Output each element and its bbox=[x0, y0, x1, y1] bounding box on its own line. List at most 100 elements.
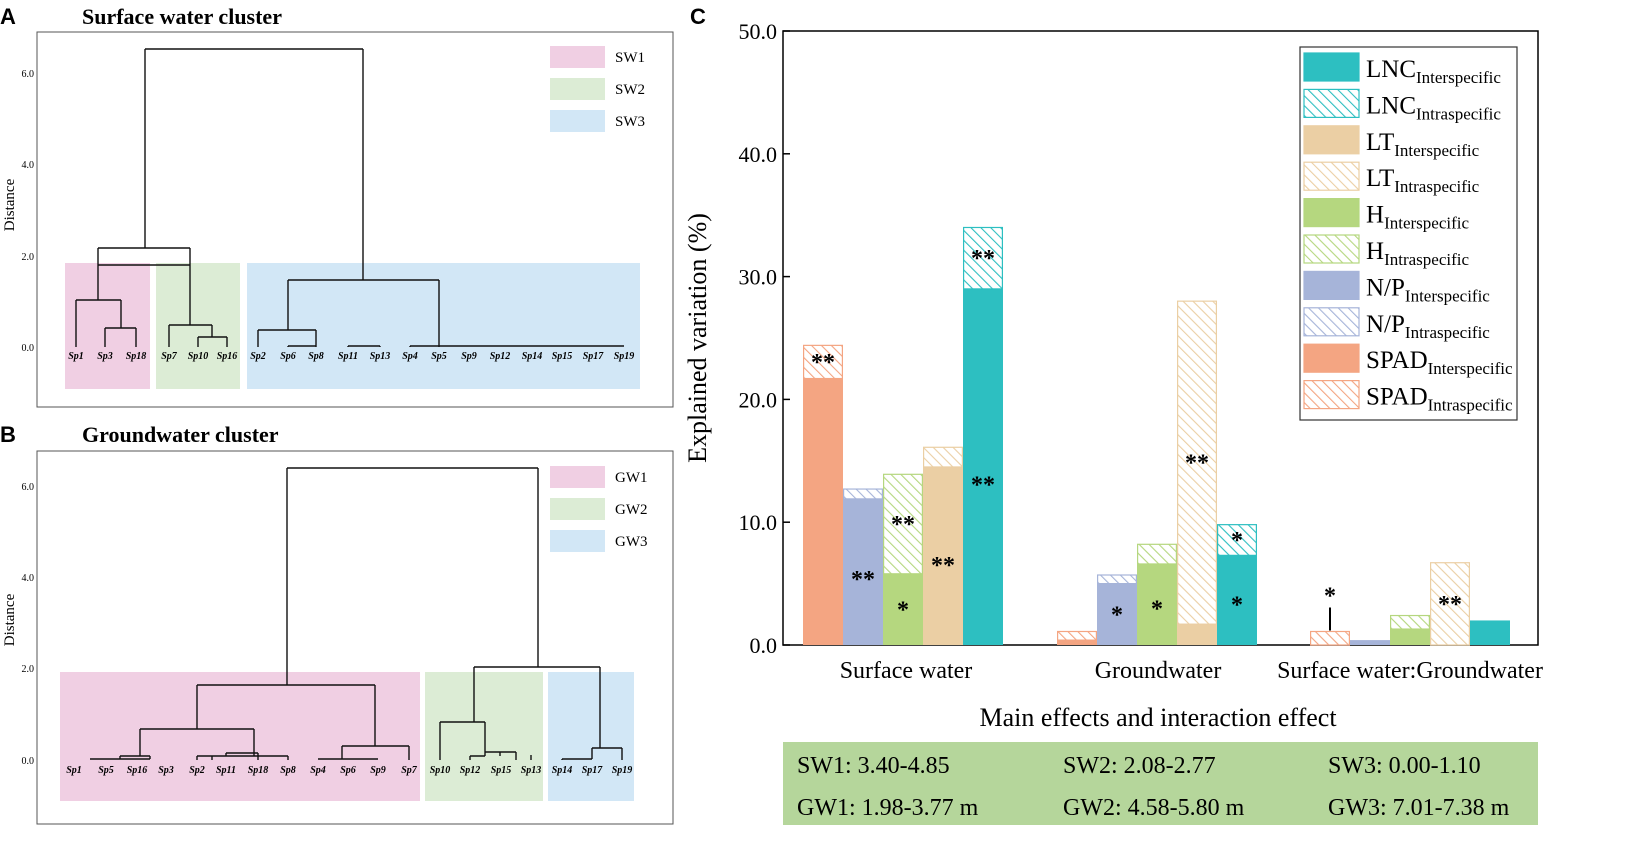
leaf-label: Sp8 bbox=[280, 765, 296, 776]
legend-base: SPAD bbox=[1366, 384, 1428, 411]
bar-interspecific bbox=[923, 466, 963, 645]
x-axis-title: Main effects and interaction effect bbox=[979, 703, 1337, 732]
leaf-label: Sp6 bbox=[280, 351, 296, 362]
significance-label: * bbox=[1231, 528, 1243, 554]
legend-label: SW1 bbox=[615, 50, 645, 66]
legend-swatch bbox=[1303, 198, 1360, 228]
leaf-label: Sp18 bbox=[126, 351, 147, 362]
legend-subscript: Intraspecific bbox=[1416, 104, 1501, 123]
panel-c-letter: C bbox=[690, 4, 706, 29]
significance-label: ** bbox=[811, 350, 835, 376]
legend-entry: HInterspecific bbox=[1366, 202, 1469, 233]
leaf-label: Sp6 bbox=[340, 765, 356, 776]
panel-b-letter: B bbox=[0, 422, 16, 447]
legend-base: H bbox=[1366, 202, 1384, 229]
leaf-label: Sp18 bbox=[248, 765, 269, 776]
legend-swatch bbox=[1303, 307, 1360, 337]
leaf-label: Sp14 bbox=[522, 351, 543, 362]
legend-base: H bbox=[1366, 238, 1384, 265]
dendrogram-branches bbox=[90, 467, 623, 760]
leaf-label: Sp1 bbox=[66, 765, 82, 776]
legend-subscript: Interspecific bbox=[1428, 359, 1513, 378]
leaf-label: Sp14 bbox=[552, 765, 573, 776]
x-category-label: Surface water:Groundwater bbox=[1277, 658, 1543, 684]
legend-label: GW3 bbox=[615, 534, 648, 550]
leaf-label: Sp16 bbox=[127, 765, 148, 776]
leaf-label: Sp17 bbox=[583, 351, 605, 362]
bar-intraspecific bbox=[1056, 630, 1097, 641]
significance-label: * bbox=[1324, 583, 1336, 609]
legend-label: SW3 bbox=[615, 114, 645, 130]
cluster-region-1 bbox=[65, 263, 150, 389]
bar-intraspecific bbox=[882, 473, 923, 575]
legend-entry: LNCInterspecific bbox=[1366, 56, 1501, 87]
significance-label: ** bbox=[931, 553, 955, 579]
bar-interspecific bbox=[1137, 563, 1177, 645]
legend-label: GW1 bbox=[615, 470, 648, 486]
bar-intraspecific bbox=[1176, 300, 1217, 625]
legend-entry: HIntraspecific bbox=[1366, 238, 1469, 269]
leaf-label: Sp11 bbox=[216, 765, 236, 776]
y-tick-label: 6.0 bbox=[22, 69, 35, 80]
leaf-label: Sp12 bbox=[460, 765, 481, 776]
legend-subscript: Interspecific bbox=[1384, 214, 1469, 233]
bar-intraspecific bbox=[1389, 614, 1430, 630]
range-cell: SW3: 0.00-1.10 bbox=[1328, 753, 1481, 779]
legend-subscript: Intraspecific bbox=[1384, 250, 1469, 269]
y-tick-label: 50.0 bbox=[739, 19, 778, 44]
dendrogram-frame bbox=[36, 31, 674, 408]
legend-subscript: Intraspecific bbox=[1405, 323, 1490, 342]
ground-dendrogram: Distance 6.0 4.0 2.0 0.0 Sp1 Sp5 Sp16 Sp3 Sp2 Sp11… bbox=[2, 450, 674, 825]
bar-intraspecific bbox=[922, 446, 963, 468]
y-tick-label: 10.0 bbox=[739, 510, 778, 535]
leaf-label: Sp2 bbox=[250, 351, 266, 362]
dendrogram-branches bbox=[75, 48, 624, 347]
legend-swatch-3 bbox=[550, 110, 605, 132]
leaf-label: Sp1 bbox=[68, 351, 84, 362]
legend-swatch bbox=[1303, 234, 1360, 264]
bar-intraspecific bbox=[1136, 543, 1177, 565]
legend-base: SPAD bbox=[1366, 347, 1428, 374]
bar-intraspecific bbox=[842, 488, 883, 500]
legend-swatch bbox=[1303, 343, 1360, 373]
cluster-region-2 bbox=[425, 672, 543, 801]
bar-interspecific bbox=[803, 378, 843, 645]
leaf-label: Sp17 bbox=[582, 765, 604, 776]
legend-entry: SPADInterspecific bbox=[1366, 347, 1513, 378]
legend-subscript: Intraspecific bbox=[1394, 177, 1479, 196]
x-category-label: Groundwater bbox=[1095, 658, 1222, 684]
bar-intraspecific bbox=[1096, 574, 1137, 585]
leaf-label: Sp7 bbox=[401, 765, 418, 776]
y-tick-label: 0.0 bbox=[750, 633, 778, 658]
legend-swatch-1 bbox=[550, 466, 605, 488]
legend-entry: N/PIntraspecific bbox=[1366, 311, 1490, 342]
legend-entry: SPADIntraspecific bbox=[1366, 384, 1513, 415]
significance-label: ** bbox=[851, 567, 875, 593]
bar-interspecific bbox=[1390, 629, 1430, 645]
y-tick-label: 40.0 bbox=[739, 142, 778, 167]
y-tick-label: 2.0 bbox=[22, 664, 35, 675]
bar-interspecific bbox=[1217, 555, 1257, 645]
bar-interspecific bbox=[1057, 640, 1097, 645]
bar-intraspecific bbox=[962, 226, 1003, 290]
significance-label: * bbox=[1151, 597, 1163, 623]
bar-chart: 0.0 10.0 20.0 30.0 40.0 50.0 Explained variati… bbox=[683, 19, 1543, 732]
panel-b-title: Groundwater cluster bbox=[82, 422, 279, 447]
legend-base: LT bbox=[1366, 165, 1394, 192]
leaf-label: Sp19 bbox=[612, 765, 633, 776]
legend-base: LNC bbox=[1366, 92, 1416, 119]
leaf-label: Sp15 bbox=[552, 351, 573, 362]
legend-swatch bbox=[1303, 380, 1360, 410]
y-axis-title: Explained variation (%) bbox=[683, 213, 712, 463]
legend-subscript: Interspecific bbox=[1416, 68, 1501, 87]
y-tick-label: 2.0 bbox=[22, 252, 35, 263]
leaf-label: Sp8 bbox=[308, 351, 324, 362]
cluster-region-2 bbox=[156, 263, 240, 389]
leaf-label: Sp4 bbox=[310, 765, 326, 776]
legend-entry: N/PInterspecific bbox=[1366, 274, 1490, 305]
bar-interspecific bbox=[883, 573, 923, 645]
leaf-label: Sp12 bbox=[490, 351, 511, 362]
legend-swatch bbox=[1303, 52, 1360, 82]
leaf-label: Sp4 bbox=[402, 351, 418, 362]
bar-intraspecific bbox=[1309, 630, 1350, 646]
